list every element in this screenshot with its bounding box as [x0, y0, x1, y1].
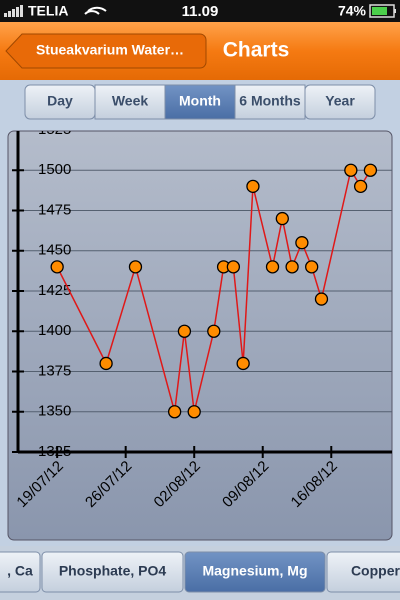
back-button-label[interactable]: Stueakvarium Water…: [36, 42, 184, 58]
data-point: [344, 163, 358, 177]
data-point: [226, 260, 241, 274]
data-point: [99, 356, 113, 371]
data-point: [167, 405, 182, 419]
tab-label[interactable]: Magnesium, Mg: [202, 563, 307, 579]
data-point: [265, 260, 280, 274]
time: 11.09: [182, 3, 219, 20]
y-tick-label: 1500: [38, 161, 71, 178]
data-point: [275, 211, 289, 226]
data-point: [50, 260, 64, 274]
chart-frame: [7, 130, 393, 541]
data-point: [207, 324, 221, 338]
battery-icon: [369, 4, 396, 18]
segment-button[interactable]: [94, 84, 166, 120]
carrier: TELIA: [28, 3, 68, 19]
data-point: [128, 260, 143, 274]
data-point: [314, 292, 329, 306]
data-point: [187, 405, 201, 419]
segment-label[interactable]: 6 Months: [239, 93, 301, 109]
y-tick-label: 1450: [38, 242, 71, 259]
tab-button[interactable]: [326, 551, 400, 593]
data-point: [246, 179, 260, 194]
tab-label[interactable]: , Ca: [7, 563, 33, 579]
segment-label[interactable]: Month: [179, 93, 221, 109]
wifi-icon: [84, 6, 107, 15]
tab-button[interactable]: [184, 551, 326, 593]
y-tick-label: 1375: [38, 362, 71, 379]
segment-label[interactable]: Day: [47, 93, 73, 109]
data-point: [363, 163, 378, 177]
status-bar: [0, 0, 400, 22]
data-point: [295, 236, 309, 250]
y-tick-label: 1400: [38, 322, 71, 339]
tab-label[interactable]: Phosphate, PO4: [59, 563, 167, 579]
tab-button[interactable]: [41, 551, 184, 593]
y-tick-label: 1525: [38, 121, 71, 138]
segment-label[interactable]: Year: [325, 93, 355, 109]
data-point: [305, 260, 319, 274]
data-point: [285, 260, 299, 274]
tab-label[interactable]: Copper, C: [351, 563, 400, 579]
y-tick-label: 1475: [38, 201, 71, 218]
back-button[interactable]: [5, 33, 207, 69]
data-point: [353, 179, 368, 194]
data-point: [177, 324, 192, 338]
segment-label[interactable]: Week: [112, 93, 149, 109]
y-tick-label: 1425: [38, 282, 71, 299]
segment-button[interactable]: [164, 84, 236, 120]
segment-button[interactable]: [304, 84, 376, 120]
battery-level: 74%: [338, 3, 367, 19]
segment-button[interactable]: [234, 84, 306, 120]
data-point: [236, 356, 250, 371]
y-tick-label: 1350: [38, 403, 71, 420]
signal-icon: [4, 5, 23, 17]
nav-title: Charts: [223, 39, 290, 62]
tab-button[interactable]: [0, 551, 41, 593]
